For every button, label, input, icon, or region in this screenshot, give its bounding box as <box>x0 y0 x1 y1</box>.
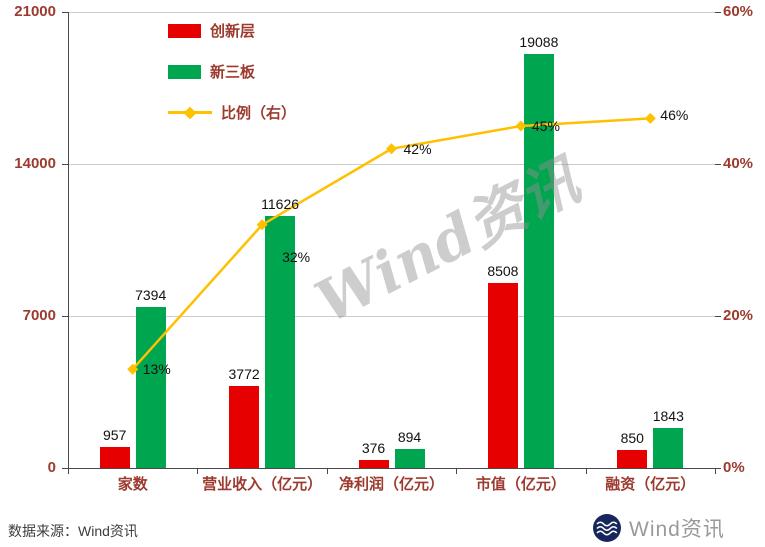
right-axis-tick <box>715 316 721 317</box>
bar-value-label: 3772 <box>228 366 260 383</box>
right-axis-tick <box>715 468 721 469</box>
y-axis-label: 7000 <box>22 307 56 324</box>
innovation-tier-bar <box>487 283 518 468</box>
x-axis-category-label: 融资（亿元） <box>605 476 696 493</box>
y-axis-tick <box>62 12 68 13</box>
wind-logo-icon <box>593 514 621 542</box>
y-axis-label: 0 <box>47 459 56 476</box>
line-value-label: 13% <box>142 361 171 378</box>
y-axis-tick <box>62 164 68 165</box>
bar-value-label: 1843 <box>652 407 684 424</box>
legend-item-neeq: 新三板 <box>168 61 296 82</box>
legend-label-innovation-tier: 创新层 <box>210 23 256 40</box>
legend-label-neeq: 新三板 <box>210 64 256 81</box>
legend-diamond-marker-icon <box>183 106 197 119</box>
bar-value-label: 11626 <box>261 195 300 212</box>
line-value-label: 32% <box>282 248 311 265</box>
plot-area <box>68 12 716 469</box>
x-axis-tick <box>456 468 458 474</box>
bar-value-label: 850 <box>620 429 644 446</box>
right-axis-tick <box>715 164 721 165</box>
right-axis-tick <box>715 12 721 13</box>
legend-label-ratio: 比例（右） <box>221 105 297 122</box>
legend-item-ratio: 比例（右） <box>168 102 296 123</box>
bar-value-label: 957 <box>103 427 127 444</box>
x-axis-tick <box>326 468 328 474</box>
x-axis-category-label: 家数 <box>117 476 148 493</box>
x-axis-category-label: 净利润（亿元） <box>338 476 444 493</box>
legend-swatch-green <box>168 64 201 79</box>
right-axis-label: 40% <box>723 155 754 172</box>
wind-logo-text: Wind资讯 <box>629 518 725 541</box>
neeq-bar <box>653 427 684 468</box>
legend-item-innovation-tier: 创新层 <box>168 20 296 41</box>
innovation-tier-bar <box>617 449 648 468</box>
right-axis-label: 60% <box>723 3 754 20</box>
bar-value-label: 19088 <box>519 33 559 50</box>
y-axis-tick <box>62 316 68 317</box>
innovation-tier-bar <box>99 447 130 468</box>
bar-value-label: 894 <box>397 428 422 445</box>
bar-value-label: 7394 <box>135 287 167 304</box>
bar-value-label: 8508 <box>487 263 519 280</box>
wind-logo: Wind资讯 <box>592 513 725 543</box>
innovation-tier-bar <box>358 459 389 468</box>
x-axis-category-label: 营业收入（亿元） <box>202 476 323 493</box>
right-axis-label: 0% <box>723 459 745 476</box>
neeq-bar <box>394 448 425 468</box>
x-axis-tick <box>715 468 716 474</box>
neeq-bar <box>135 307 166 468</box>
neeq-bar <box>523 53 554 468</box>
innovation-tier-bar <box>229 386 260 468</box>
x-axis-tick <box>197 468 199 474</box>
data-source-label: 数据来源：Wind资讯 <box>8 523 138 539</box>
footer: 数据来源：Wind资讯 Wind资讯 <box>0 505 765 547</box>
y-axis-tick <box>62 468 68 469</box>
bar-value-label: 376 <box>361 439 386 456</box>
x-axis-category-label: 市值（亿元） <box>475 476 566 493</box>
line-value-label: 42% <box>403 140 432 157</box>
right-axis-label: 20% <box>723 307 754 324</box>
x-axis-tick <box>68 468 69 474</box>
y-axis-label: 14000 <box>14 155 56 172</box>
line-value-label: 45% <box>531 118 560 134</box>
legend-line-sample <box>168 106 212 119</box>
legend: 创新层 新三板 比例（右） <box>168 20 296 123</box>
x-axis-tick <box>585 468 587 474</box>
y-axis-label: 21000 <box>14 3 56 20</box>
legend-swatch-red <box>168 23 201 38</box>
combo-chart: 创新层 新三板 比例（右） Wind资讯 0 0% 7000 20% 14000 40% 2… <box>14 3 754 493</box>
line-value-label: 46% <box>660 107 689 124</box>
gridline <box>68 12 715 13</box>
